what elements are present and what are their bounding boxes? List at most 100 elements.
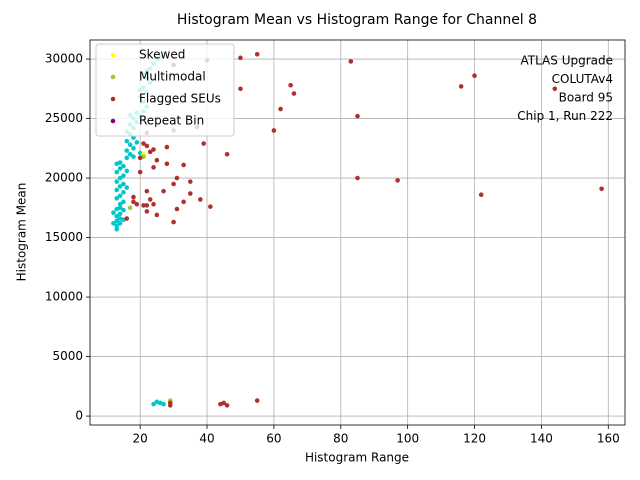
point bbox=[114, 179, 120, 184]
point bbox=[181, 199, 186, 205]
point bbox=[124, 155, 130, 161]
legend-box bbox=[95, 43, 235, 137]
legend-marker bbox=[110, 118, 116, 124]
point bbox=[117, 166, 123, 171]
point bbox=[121, 199, 126, 205]
x-tick-label: 40 bbox=[199, 432, 214, 446]
point bbox=[121, 207, 126, 213]
point bbox=[111, 210, 116, 215]
point bbox=[288, 82, 293, 88]
point bbox=[127, 142, 133, 148]
point bbox=[141, 141, 146, 146]
point bbox=[171, 219, 176, 225]
point bbox=[599, 186, 604, 192]
chart-title: Histogram Mean vs Histogram Range for Ch… bbox=[177, 12, 537, 28]
point bbox=[224, 151, 230, 157]
point bbox=[131, 194, 136, 200]
point bbox=[134, 201, 140, 207]
point bbox=[355, 175, 360, 181]
annotation: ATLAS Upgrade COLUTAv4 Board 95 Chip 1, Run… bbox=[517, 54, 613, 124]
legend-marker bbox=[110, 74, 116, 80]
point bbox=[144, 209, 150, 214]
point bbox=[171, 181, 176, 187]
point bbox=[131, 145, 136, 151]
x-tick-label: 120 bbox=[463, 432, 486, 446]
point bbox=[121, 181, 126, 187]
point bbox=[151, 201, 156, 207]
point bbox=[141, 203, 146, 208]
point bbox=[174, 206, 180, 212]
point bbox=[291, 91, 297, 96]
point bbox=[114, 195, 120, 201]
point bbox=[164, 161, 170, 167]
point bbox=[208, 204, 213, 209]
point bbox=[127, 151, 133, 157]
point bbox=[188, 179, 193, 184]
point bbox=[271, 128, 277, 133]
point bbox=[151, 165, 156, 170]
point bbox=[198, 197, 203, 202]
point bbox=[161, 188, 166, 194]
point bbox=[117, 193, 123, 199]
point bbox=[124, 216, 130, 221]
point bbox=[201, 141, 206, 146]
point bbox=[114, 226, 120, 232]
point bbox=[395, 178, 400, 183]
point bbox=[552, 86, 558, 92]
y-tick-label: 15000 bbox=[45, 230, 83, 244]
y-tick-label: 25000 bbox=[45, 111, 83, 125]
point bbox=[137, 155, 143, 161]
legend-label: Multimodal bbox=[139, 70, 206, 84]
point bbox=[278, 106, 283, 112]
point bbox=[117, 220, 123, 226]
point bbox=[161, 401, 166, 407]
legend-marker bbox=[110, 96, 116, 102]
annotation-line: ATLAS Upgrade bbox=[520, 54, 613, 68]
x-tick-label: 60 bbox=[266, 432, 281, 446]
point bbox=[181, 162, 186, 168]
point bbox=[254, 398, 260, 403]
point bbox=[355, 113, 360, 119]
point bbox=[111, 220, 116, 226]
annotation-line: COLUTAv4 bbox=[552, 72, 613, 86]
point bbox=[117, 205, 123, 211]
y-tick-label: 30000 bbox=[45, 52, 83, 66]
x-tick-label: 160 bbox=[597, 432, 620, 446]
point bbox=[147, 197, 153, 202]
x-tick-label: 140 bbox=[530, 432, 553, 446]
point bbox=[137, 169, 143, 175]
point bbox=[117, 184, 123, 189]
point bbox=[154, 212, 160, 218]
annotation-line: Chip 1, Run 222 bbox=[517, 109, 613, 123]
point bbox=[254, 51, 260, 57]
y-tick-label: 0 bbox=[75, 409, 83, 423]
x-tick-label: 20 bbox=[133, 432, 148, 446]
point bbox=[458, 84, 464, 89]
point bbox=[144, 203, 150, 208]
y-tick-label: 20000 bbox=[45, 171, 83, 185]
point bbox=[151, 147, 156, 152]
point bbox=[114, 213, 120, 219]
point bbox=[117, 201, 123, 207]
point bbox=[124, 148, 130, 153]
legend-label: Flagged SEUs bbox=[139, 92, 221, 106]
point bbox=[238, 86, 243, 92]
legend-label: Skewed bbox=[139, 48, 185, 62]
y-axis-label: Histogram Mean bbox=[15, 183, 29, 282]
point bbox=[348, 59, 354, 64]
point bbox=[117, 160, 123, 165]
annotation-line: Board 95 bbox=[559, 91, 613, 105]
point bbox=[117, 175, 123, 181]
point bbox=[164, 144, 170, 150]
point bbox=[154, 157, 160, 163]
point bbox=[174, 175, 180, 181]
point bbox=[238, 55, 243, 61]
point bbox=[121, 173, 126, 178]
legend-marker bbox=[110, 52, 116, 58]
y-tick-label: 5000 bbox=[52, 349, 83, 363]
point bbox=[134, 140, 140, 145]
legend: Skewed Multimodal Flagged SEUs Repeat Bin bbox=[95, 43, 235, 137]
point bbox=[472, 73, 477, 79]
point bbox=[124, 185, 130, 190]
